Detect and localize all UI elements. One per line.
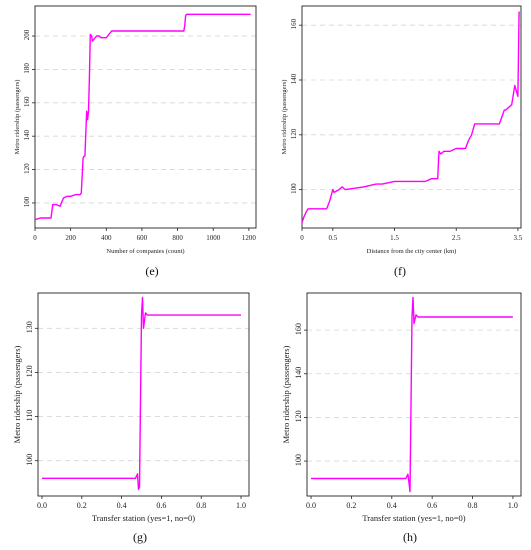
series-line-0	[301, 11, 520, 223]
x-tick-label: 800	[172, 234, 183, 242]
x-tick-label: 1200	[242, 234, 257, 242]
x-tick-label: 2.5	[452, 234, 461, 242]
y-tick-label: 120	[290, 128, 298, 139]
y-tick-label: 160	[294, 323, 303, 335]
panel-label-h: (h)	[403, 530, 417, 544]
x-tick-label: 1.0	[236, 501, 246, 510]
series-line-0	[34, 13, 251, 221]
x-tick-label: 0.6	[427, 501, 437, 510]
x-tick-label: 0.4	[117, 501, 127, 510]
x-axis-label: Transfer station (yes=1, no=0)	[92, 513, 195, 523]
y-axis-label: Metro ridership (passengers)	[281, 345, 291, 443]
x-tick-label: 0.2	[346, 501, 356, 510]
y-tick-label: 200	[23, 29, 31, 40]
y-tick-label: 160	[290, 18, 298, 29]
y-axis-label: Metro ridership (passengers)	[14, 80, 21, 155]
x-tick-label: 1000	[206, 234, 221, 242]
x-tick-label: 0.2	[77, 501, 87, 510]
y-tick-label: 120	[23, 163, 31, 174]
y-tick-label: 100	[23, 196, 31, 207]
panel-label-f: (f)	[394, 264, 406, 278]
x-tick-label: 0	[300, 234, 304, 242]
chart-panel-1: 100 120 140 160 0 0.5 1.5 2.5 3.5 Distance from t…	[281, 5, 523, 255]
x-tick-label: 0.0	[306, 501, 316, 510]
x-tick-label: 3.5	[514, 234, 523, 242]
x-tick-label: 1.5	[390, 234, 399, 242]
y-tick-label: 140	[294, 367, 303, 379]
y-tick-label: 140	[290, 73, 298, 84]
panel-label-g: (g)	[133, 530, 147, 544]
x-axis-label: Transfer station (yes=1, no=0)	[362, 513, 465, 523]
y-axis-label: Metro ridership (passengers)	[281, 80, 288, 155]
x-tick-label: 0	[33, 234, 37, 242]
y-tick-label: 180	[23, 63, 31, 74]
y-tick-label: 130	[25, 321, 34, 333]
x-tick-label: 400	[101, 234, 112, 242]
y-tick-label: 110	[25, 410, 34, 422]
x-tick-label: 0.6	[156, 501, 166, 510]
y-tick-label: 100	[290, 183, 298, 194]
y-tick-label: 100	[25, 454, 34, 466]
y-tick-label: 100	[294, 454, 303, 466]
x-tick-label: 0.4	[387, 501, 397, 510]
plot-frame	[301, 5, 522, 229]
x-tick-label: 0.8	[196, 501, 206, 510]
plot-frame	[37, 292, 250, 497]
x-tick-label: 1.0	[508, 501, 518, 510]
x-tick-label: 0.5	[328, 234, 337, 242]
series-line-0	[42, 296, 241, 491]
x-tick-label: 0.0	[37, 501, 47, 510]
x-tick-label: 600	[137, 234, 148, 242]
y-tick-label: 120	[294, 410, 303, 422]
y-tick-label: 160	[23, 96, 31, 107]
x-tick-label: 0.8	[468, 501, 478, 510]
plot-frame	[34, 5, 257, 229]
chart-panel-3: 100 120 140 160 0.0 0.2 0.4 0.6 0.8 1.0 Transfer s…	[281, 292, 522, 523]
y-tick-label: 140	[23, 129, 31, 140]
chart-panel-2: 100 110 120 130 0.0 0.2 0.4 0.6 0.8 1.0 Transfer s…	[12, 292, 250, 523]
panel-label-e: (e)	[145, 264, 159, 278]
chart-panel-0: 100 120 140 160 180 200 0 200 400 600 800 1000 1200 N…	[14, 5, 257, 255]
x-axis-label: Distance from the city center (km)	[367, 248, 457, 255]
y-axis-label: Metro ridership (passengers)	[12, 345, 22, 443]
x-tick-label: 200	[65, 234, 76, 242]
x-axis-label: Number of companies (count)	[106, 248, 184, 255]
series-line-0	[311, 296, 513, 493]
plot-frame	[306, 292, 522, 497]
y-tick-label: 120	[25, 365, 34, 377]
